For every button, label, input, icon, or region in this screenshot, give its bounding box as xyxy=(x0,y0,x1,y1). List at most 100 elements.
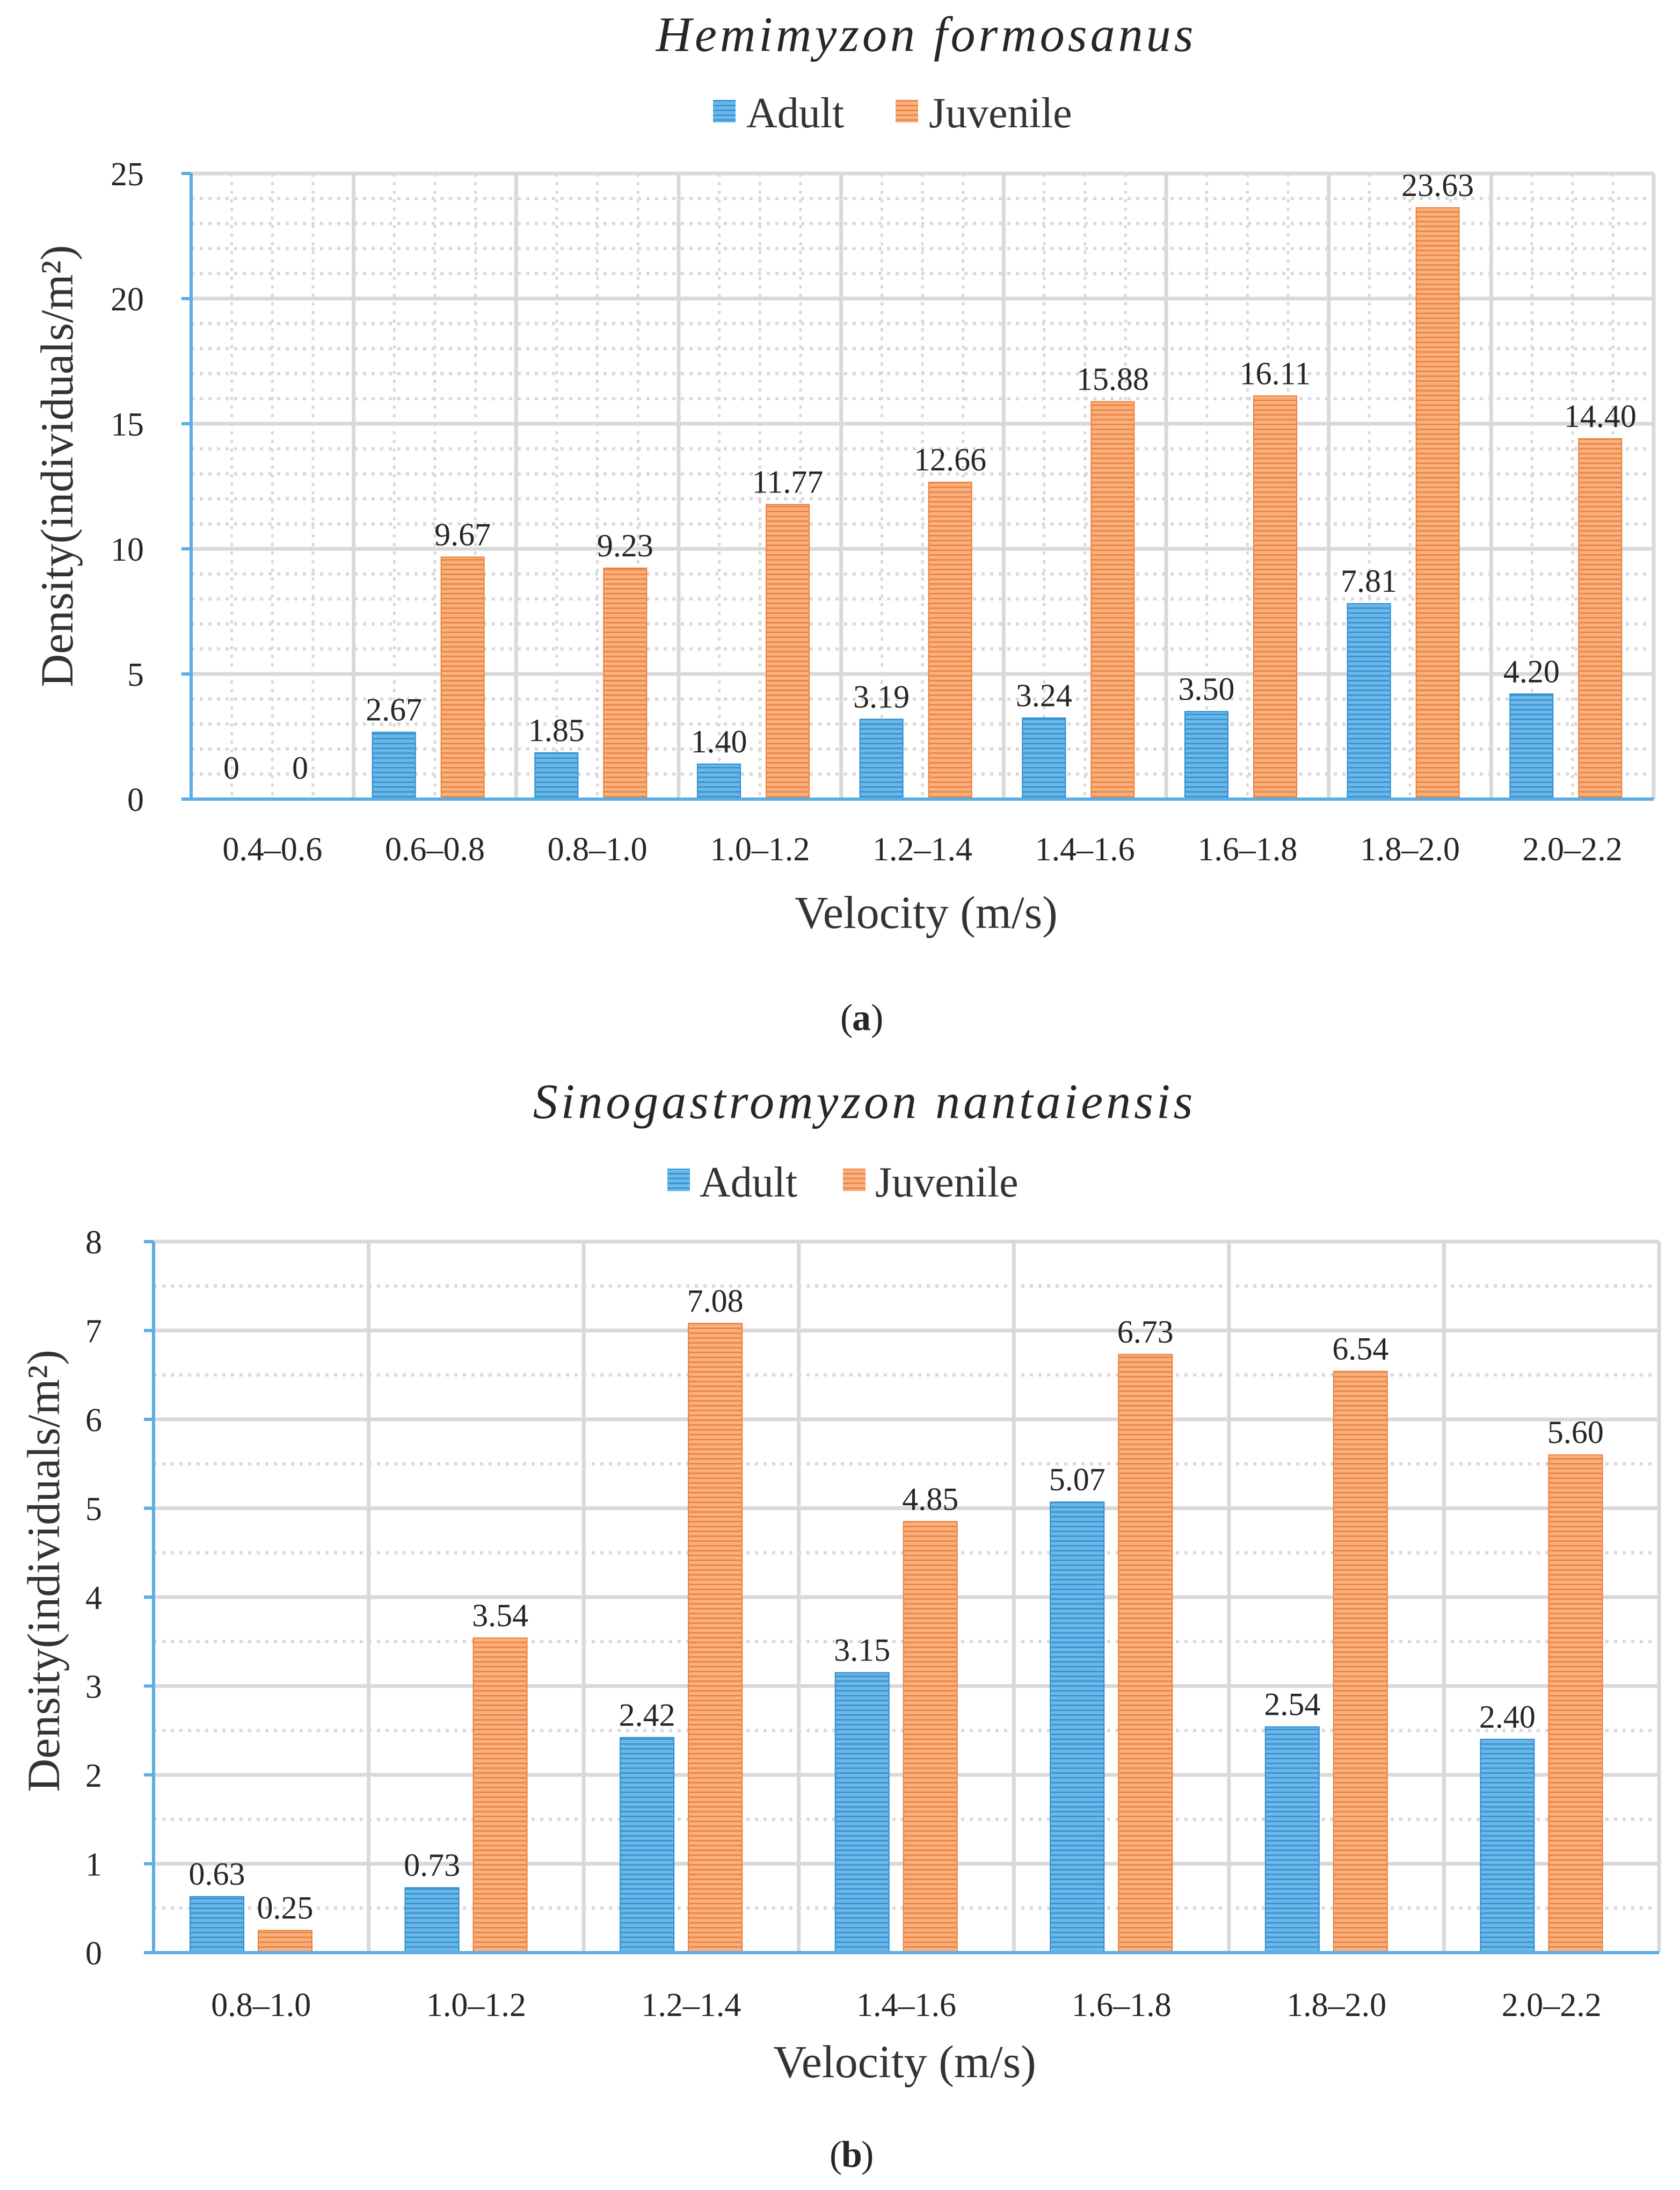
y-axis-label: Density(individuals/m²) xyxy=(18,1350,69,1792)
legend-label-adult: Adult xyxy=(700,1159,797,1206)
data-label-adult: 7.81 xyxy=(1341,563,1397,599)
svg-text:(: ( xyxy=(840,997,853,1039)
svg-text:): ) xyxy=(871,997,883,1039)
panel-label-a: ( a ) xyxy=(840,997,883,1039)
y-axis-ticks: 0 1 2 3 4 5 6 7 8 xyxy=(85,1224,102,1972)
bar-juvenile xyxy=(903,1521,958,1953)
legend: Adult Juvenile xyxy=(667,1159,1019,1206)
bar-adult xyxy=(404,1887,460,1954)
y-tick-label: 7 xyxy=(85,1314,102,1350)
data-label-juvenile: 9.23 xyxy=(597,528,653,563)
data-label-juvenile: 14.40 xyxy=(1564,398,1637,434)
data-label-adult: 1.85 xyxy=(528,713,585,748)
x-tick-label: 1.6–1.8 xyxy=(1197,831,1297,868)
data-label-juvenile: 6.73 xyxy=(1117,1314,1174,1350)
chart-title: Hemimyzon formosanus xyxy=(656,7,1197,62)
legend: Adult Juvenile xyxy=(713,90,1072,137)
data-labels: 0.63 0.25 0.73 3.54 2.42 7.08 3.15 4.85 5.07 6.73… xyxy=(189,1283,1604,1925)
y-tick-label: 20 xyxy=(111,281,144,318)
data-label-juvenile: 7.08 xyxy=(687,1283,744,1318)
y-axis-label: Density(individuals/m²) xyxy=(31,245,83,687)
bar-juvenile xyxy=(1578,438,1623,800)
x-axis-ticks: 0.4–0.6 0.6–0.8 0.8–1.0 1.0–1.2 1.2–1.4 1.4–1… xyxy=(222,831,1622,868)
bar-adult xyxy=(697,763,741,800)
panel-letter: a xyxy=(852,997,871,1039)
data-label-adult: 4.20 xyxy=(1503,654,1560,689)
bar-adult xyxy=(1480,1738,1535,1954)
data-label-adult: 0.73 xyxy=(404,1847,460,1883)
legend-swatch-juvenile xyxy=(843,1169,866,1191)
bar-adult xyxy=(1509,693,1554,800)
x-tick-label: 1.4–1.6 xyxy=(1035,831,1135,868)
y-tick-label: 5 xyxy=(127,657,144,693)
data-label-adult: 2.54 xyxy=(1264,1687,1320,1722)
panel-label-b: ( b ) xyxy=(830,2134,874,2176)
data-label-juvenile: 12.66 xyxy=(914,442,986,477)
x-tick-label: 1.0–1.2 xyxy=(426,1987,526,2024)
axes xyxy=(181,172,1654,801)
x-tick-label: 1.4–1.6 xyxy=(856,1987,956,2024)
bar-adult xyxy=(859,719,904,800)
x-tick-label: 0.6–0.8 xyxy=(385,831,485,868)
bar-juvenile xyxy=(1333,1370,1388,1953)
chart-panel-b: Sinogastromyzon nantaiensis Adult Juveni… xyxy=(18,1074,1661,2176)
bar-juvenile xyxy=(603,567,648,800)
bar-adult xyxy=(372,731,416,800)
y-tick-label: 4 xyxy=(85,1580,102,1616)
data-label-juvenile: 16.11 xyxy=(1240,356,1311,391)
chart-title: Sinogastromyzon nantaiensis xyxy=(533,1074,1196,1129)
data-label-juvenile: 3.54 xyxy=(472,1598,528,1633)
bar-adult xyxy=(620,1737,675,1953)
bar-juvenile xyxy=(1415,207,1460,800)
data-label-juvenile: 5.60 xyxy=(1547,1415,1604,1450)
x-axis-ticks: 0.8–1.0 1.0–1.2 1.2–1.4 1.4–1.6 1.6–1.8 1.8–2… xyxy=(211,1987,1601,2024)
data-label-juvenile: 9.67 xyxy=(434,517,491,552)
y-tick-label: 2 xyxy=(85,1758,102,1794)
y-tick-label: 10 xyxy=(111,532,144,568)
x-tick-label: 2.0–2.2 xyxy=(1523,831,1623,868)
data-label-adult: 1.40 xyxy=(691,724,747,759)
x-axis-label: Velocity (m/s) xyxy=(773,2036,1036,2087)
y-tick-label: 15 xyxy=(111,407,144,443)
x-tick-label: 1.2–1.4 xyxy=(872,831,972,868)
data-label-adult: 0 xyxy=(223,750,239,786)
x-tick-label: 1.8–2.0 xyxy=(1360,831,1460,868)
bar-adult xyxy=(1022,717,1066,800)
data-label-adult: 2.42 xyxy=(619,1697,675,1732)
legend-swatch-juvenile xyxy=(896,100,918,122)
data-label-adult: 3.19 xyxy=(853,679,910,714)
data-label-juvenile: 23.63 xyxy=(1401,168,1474,203)
x-axis-label: Velocity (m/s) xyxy=(795,887,1058,938)
y-axis-ticks: 0 5 10 15 20 25 xyxy=(111,156,144,818)
data-label-adult: 2.67 xyxy=(366,692,422,728)
axes xyxy=(144,1240,1659,1954)
data-labels: 0 0 2.67 9.67 1.85 9.23 1.40 11.77 3.19 12.66 3.24… xyxy=(223,168,1637,786)
data-label-adult: 5.07 xyxy=(1049,1462,1106,1497)
x-tick-label: 0.8–1.0 xyxy=(548,831,648,868)
y-tick-label: 0 xyxy=(85,1935,102,1972)
bar-adult xyxy=(1184,710,1228,800)
legend-label-adult: Adult xyxy=(746,90,844,137)
gridlines xyxy=(191,171,1656,799)
bar-adult xyxy=(534,752,579,800)
legend-swatch-adult xyxy=(667,1169,690,1191)
bar-juvenile xyxy=(1118,1354,1173,1953)
data-label-adult: 2.40 xyxy=(1479,1699,1536,1735)
y-tick-label: 25 xyxy=(111,156,144,193)
bar-adult xyxy=(834,1672,890,1954)
x-tick-label: 1.2–1.4 xyxy=(641,1987,741,2024)
x-tick-label: 1.6–1.8 xyxy=(1072,1987,1172,2024)
data-label-juvenile: 11.77 xyxy=(752,465,824,500)
y-tick-label: 5 xyxy=(85,1491,102,1528)
bar-juvenile xyxy=(1253,395,1297,800)
bar-juvenile xyxy=(1090,401,1135,800)
data-label-adult: 0.63 xyxy=(189,1857,245,1892)
bar-adult xyxy=(190,1896,244,1954)
legend-label-juvenile: Juvenile xyxy=(929,90,1072,137)
bar-juvenile xyxy=(258,1930,312,1953)
bar-juvenile xyxy=(1548,1454,1603,1953)
legend-swatch-adult xyxy=(713,100,736,122)
data-label-adult: 3.50 xyxy=(1179,671,1235,707)
data-label-adult: 3.24 xyxy=(1016,678,1072,713)
